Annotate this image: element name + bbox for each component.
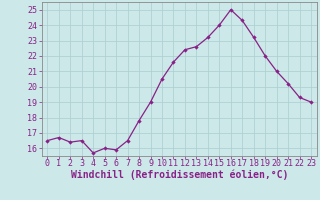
- X-axis label: Windchill (Refroidissement éolien,°C): Windchill (Refroidissement éolien,°C): [70, 170, 288, 180]
